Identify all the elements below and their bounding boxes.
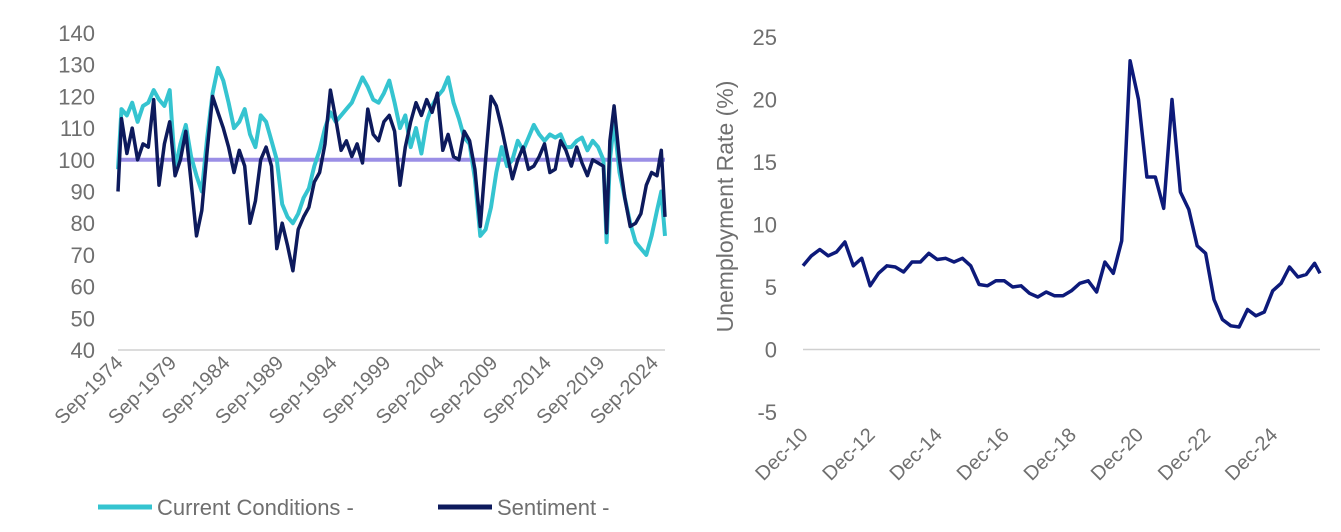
x-tick-label: Dec-24	[1221, 424, 1282, 485]
y-tick-label: 0	[765, 338, 777, 363]
y-tick-label: 40	[71, 338, 95, 363]
consumer-sentiment-chart: 40 50 60 70 80 90 100 110 120 130 140 Sep-1974Sep-…	[51, 21, 667, 520]
y-tick-label: 140	[58, 21, 95, 46]
x-tick-label: Dec-14	[886, 424, 947, 485]
series-line-unemployment-rate	[801, 59, 1322, 329]
series-lines	[116, 65, 667, 273]
legend-item-current-conditions: Current Conditions -	[98, 495, 354, 520]
x-axis-tick-labels: Dec-10 Dec-12 Dec-14 Dec-16 Dec-18 Dec-20 Dec-…	[751, 424, 1282, 485]
y-tick-label: 110	[60, 116, 95, 141]
y-tick-label: 15	[753, 150, 777, 175]
unemployment-rate-chart: Unemployment Rate (%) -5 0 5 10 15 20 25 Dec-1…	[712, 25, 1322, 485]
series-lines	[801, 59, 1322, 329]
y-tick-label: 25	[753, 25, 777, 50]
y-tick-label: 80	[71, 211, 95, 236]
y-tick-label: 70	[71, 243, 95, 268]
legend: Current Conditions - Sentiment -	[98, 495, 610, 520]
x-tick-label: Dec-12	[818, 424, 879, 485]
x-tick-label: Dec-10	[751, 424, 812, 485]
x-tick-label: Dec-18	[1020, 424, 1081, 485]
legend-label: Sentiment -	[497, 495, 610, 520]
y-tick-label: 120	[58, 84, 95, 109]
x-axis-tick-labels: Sep-1974Sep-1979Sep-1984Sep-1989Sep-1994…	[51, 352, 663, 429]
y-tick-label: 5	[765, 275, 777, 300]
y-axis-title: Unemployment Rate (%)	[712, 81, 738, 333]
y-tick-label: 130	[58, 53, 95, 78]
y-axis-tick-labels: 40 50 60 70 80 90 100 110 120 130 140	[58, 21, 95, 363]
y-tick-label: -5	[757, 400, 777, 425]
y-axis-tick-labels: -5 0 5 10 15 20 25	[753, 25, 777, 425]
x-tick-label: Dec-20	[1087, 424, 1148, 485]
y-tick-label: 90	[71, 180, 95, 205]
y-tick-label: 50	[71, 306, 95, 331]
y-tick-label: 100	[58, 148, 95, 173]
x-tick-label: Dec-16	[953, 424, 1014, 485]
y-tick-label: 60	[71, 275, 95, 300]
legend-label: Current Conditions -	[157, 495, 354, 520]
legend-item-sentiment: Sentiment -	[438, 495, 610, 520]
series-line-sentiment	[116, 88, 667, 273]
x-tick-label: Dec-22	[1154, 424, 1215, 485]
y-tick-label: 10	[753, 213, 777, 238]
y-tick-label: 20	[753, 88, 777, 113]
